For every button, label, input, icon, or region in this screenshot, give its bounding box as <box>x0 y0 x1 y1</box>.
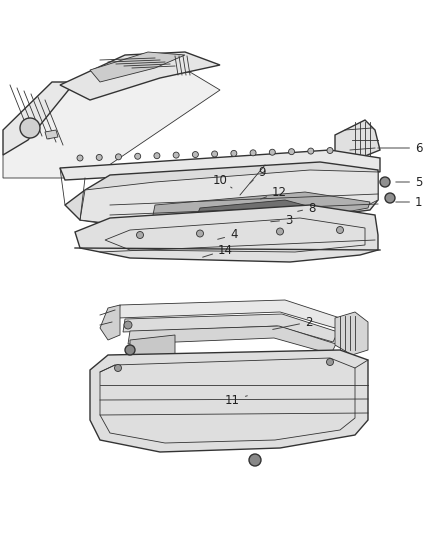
Polygon shape <box>335 312 368 355</box>
Polygon shape <box>128 326 336 354</box>
Polygon shape <box>60 52 220 100</box>
Circle shape <box>173 152 179 158</box>
Text: 11: 11 <box>225 393 247 407</box>
Text: 4: 4 <box>218 229 237 241</box>
Polygon shape <box>75 205 378 262</box>
Circle shape <box>20 118 40 138</box>
Text: 14: 14 <box>203 244 233 257</box>
Polygon shape <box>3 72 220 178</box>
Circle shape <box>308 148 314 154</box>
Text: 1: 1 <box>396 196 423 208</box>
Circle shape <box>77 155 83 161</box>
Text: 12: 12 <box>261 185 287 199</box>
Polygon shape <box>90 350 368 452</box>
Circle shape <box>135 154 141 159</box>
Polygon shape <box>100 305 120 340</box>
Circle shape <box>336 227 343 233</box>
Polygon shape <box>150 192 370 230</box>
Circle shape <box>114 365 121 372</box>
Circle shape <box>269 149 276 155</box>
Text: 10: 10 <box>213 174 232 188</box>
Circle shape <box>327 148 333 154</box>
Circle shape <box>124 321 132 329</box>
Circle shape <box>249 454 261 466</box>
Circle shape <box>385 193 395 203</box>
Circle shape <box>125 345 135 355</box>
Text: 6: 6 <box>378 141 423 155</box>
Circle shape <box>326 359 333 366</box>
Circle shape <box>212 151 218 157</box>
Polygon shape <box>130 335 175 358</box>
Circle shape <box>197 230 204 237</box>
Polygon shape <box>90 52 185 82</box>
Circle shape <box>96 155 102 160</box>
Polygon shape <box>195 200 315 220</box>
Polygon shape <box>80 170 378 228</box>
Text: 5: 5 <box>396 175 422 189</box>
Polygon shape <box>60 150 380 180</box>
Circle shape <box>289 149 294 155</box>
Circle shape <box>192 151 198 158</box>
Polygon shape <box>335 120 380 162</box>
Circle shape <box>137 231 144 238</box>
Text: 8: 8 <box>298 201 315 214</box>
Circle shape <box>116 154 121 160</box>
Text: 2: 2 <box>273 316 312 329</box>
Polygon shape <box>3 82 75 155</box>
Circle shape <box>231 150 237 156</box>
Text: 9: 9 <box>250 166 265 183</box>
Circle shape <box>154 152 160 159</box>
Polygon shape <box>45 130 58 139</box>
Polygon shape <box>65 162 378 230</box>
Text: 3: 3 <box>271 214 293 227</box>
Polygon shape <box>118 300 340 328</box>
Polygon shape <box>123 314 338 342</box>
Circle shape <box>250 150 256 156</box>
Circle shape <box>380 177 390 187</box>
Circle shape <box>276 228 283 235</box>
